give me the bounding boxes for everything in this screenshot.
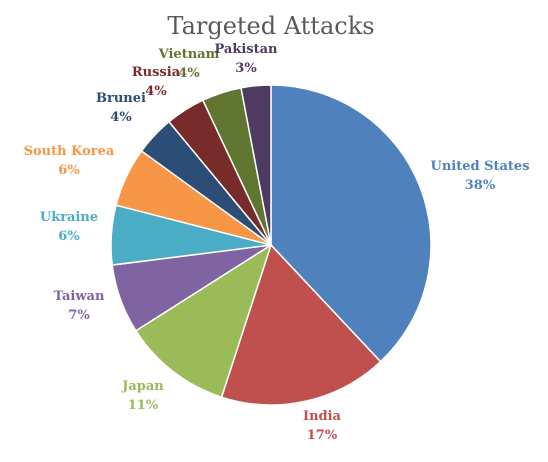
data-label-name-brunei: Brunei xyxy=(96,91,146,106)
pie-slices xyxy=(110,84,432,406)
data-label-percent-russia: 4% xyxy=(145,84,167,99)
pie-slice-india xyxy=(220,243,382,406)
data-label-name-pakistan: Pakistan xyxy=(215,42,279,57)
data-label-percent-vietnam: 4% xyxy=(178,66,200,81)
data-label-name-vietnam: Vietnam xyxy=(158,47,220,62)
pie-data-labels: United States 38% India 17% Japan 11% Taiwan 7%… xyxy=(24,42,530,443)
data-label-percent-india: 17% xyxy=(307,428,338,443)
data-label-name-south-korea: South Korea xyxy=(24,144,115,159)
data-label-name-taiwan: Taiwan xyxy=(54,289,105,304)
pie-slice-pakistan xyxy=(240,84,272,246)
data-label-percent-brunei: 4% xyxy=(110,110,132,125)
data-label-name-united-states: United States xyxy=(430,159,529,174)
data-label-percent-japan: 11% xyxy=(128,398,159,413)
data-label-percent-taiwan: 7% xyxy=(68,308,90,323)
data-label-percent-united-states: 38% xyxy=(465,178,496,193)
pie-slice-united-states xyxy=(270,84,432,363)
data-label-name-india: India xyxy=(303,409,342,424)
pie-slice-japan xyxy=(134,243,273,399)
data-label-name-japan: Japan xyxy=(121,379,164,394)
data-label-name-russia: Russia xyxy=(132,65,181,80)
data-label-percent-south-korea: 6% xyxy=(58,163,80,178)
data-label-percent-pakistan: 3% xyxy=(235,61,257,76)
data-label-percent-ukraine: 6% xyxy=(58,229,80,244)
chart-title: Targeted Attacks xyxy=(167,12,374,40)
data-label-name-ukraine: Ukraine xyxy=(40,210,98,225)
